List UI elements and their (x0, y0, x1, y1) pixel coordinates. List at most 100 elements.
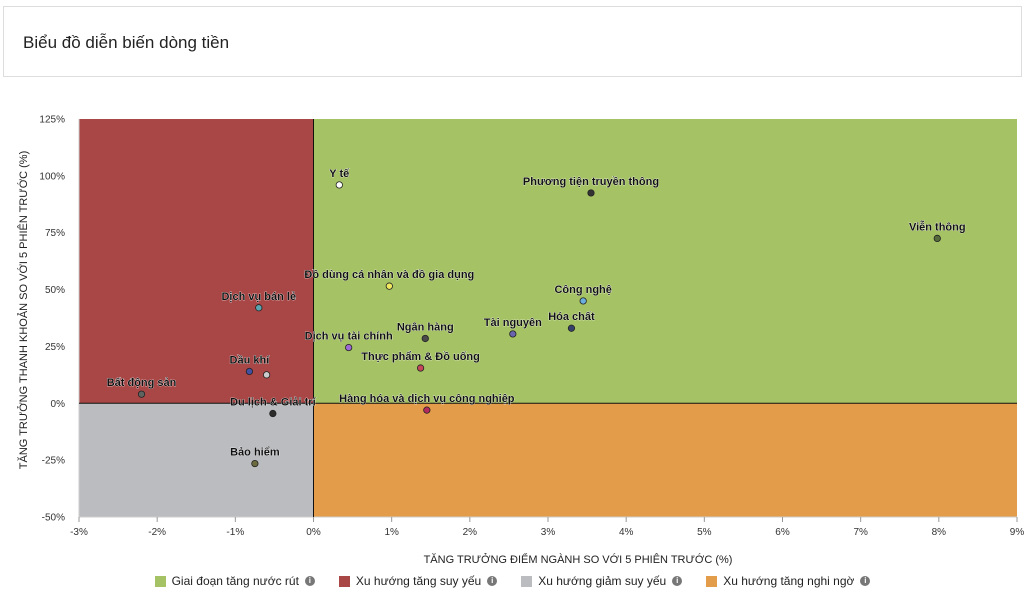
legend-item[interactable]: Xu hướng tăng suy yếu i (338, 574, 498, 588)
quadrant-0 (313, 119, 1017, 404)
data-point[interactable]: Dịch vụ bán lẻ (221, 290, 296, 312)
point-marker[interactable] (416, 364, 425, 372)
legend-label: Giai đoạn tăng nước rút (171, 574, 299, 588)
chart-legend: Giai đoạn tăng nước rút i Xu hướng tăng su… (0, 574, 1025, 588)
chart-title-panel: Biểu đồ diễn biến dòng tiền (3, 6, 1022, 77)
data-point[interactable]: Phương tiện truyền thông (523, 176, 659, 197)
data-point[interactable]: Viễn thông (909, 220, 966, 242)
quadrant-1 (79, 119, 314, 404)
point-label: Bảo hiểm (230, 447, 280, 459)
legend-swatch (338, 575, 350, 587)
data-point[interactable]: Du lịch & Giải trí (230, 396, 317, 418)
point-label: Thực phẩm & Đồ uống (361, 351, 480, 363)
x-tick-label: 7% (853, 527, 868, 538)
quadrant-2 (79, 403, 314, 517)
y-tick-label: -25% (42, 456, 65, 467)
legend-swatch (521, 575, 533, 587)
info-icon[interactable]: i (304, 576, 315, 586)
y-tick-label: 50% (45, 285, 65, 296)
legend-item[interactable]: Xu hướng giảm suy yếu i (521, 574, 683, 588)
info-icon[interactable]: i (672, 576, 683, 586)
legend-label: Xu hướng tăng nghi ngờ (723, 574, 855, 588)
point-label: Dầu khí (230, 354, 271, 366)
legend-swatch (154, 575, 166, 587)
point-label: Công nghệ (554, 284, 611, 296)
point-label: Viễn thông (909, 220, 966, 233)
point-marker[interactable] (245, 367, 254, 376)
point-marker[interactable] (345, 343, 353, 352)
point-marker[interactable] (262, 371, 271, 379)
point-label: Hàng hóa và dịch vụ công nghiệp (339, 393, 515, 405)
x-tick-label: -3% (70, 527, 88, 538)
data-point[interactable]: Ngân hàng (397, 321, 454, 343)
data-points: Y tế Phương tiện truyền thông Viễn thông Đồ… (106, 168, 966, 468)
y-tick-label: 75% (45, 228, 65, 239)
point-marker[interactable] (567, 324, 576, 332)
legend-swatch (706, 575, 718, 587)
info-icon[interactable]: i (487, 576, 498, 586)
x-tick-label: 3% (541, 527, 556, 538)
x-tick-label: 9% (1010, 527, 1025, 538)
legend-label: Xu hướng giảm suy yếu (538, 574, 667, 588)
data-point[interactable]: Công nghệ (554, 284, 612, 305)
data-point[interactable]: Dịch vụ tài chính (304, 330, 393, 352)
data-point[interactable]: Đồ dùng cá nhân và đồ gia dụng (304, 269, 475, 290)
x-axis-ticks: -3% -2% -1% 0% 1% 2% 3% 4% 5% 6% 7% 8% 9% (70, 517, 1024, 538)
point-label: Đồ dùng cá nhân và đồ gia dụng (304, 269, 474, 281)
point-label: Y tế (329, 168, 350, 180)
y-tick-label: 100% (39, 171, 65, 182)
y-axis-title: TĂNG TRƯỞNG THANH KHOẢN SO VỚI 5 PHIÊN T… (17, 151, 30, 469)
data-point[interactable]: Y tế (329, 168, 350, 189)
legend-item[interactable]: Giai đoạn tăng nước rút i (154, 574, 315, 588)
data-point[interactable]: Dầu khí (229, 354, 271, 376)
x-tick-label: -2% (148, 527, 166, 538)
y-axis-ticks: -50% -25% 0% 25% 50% 75% 100% 125% (39, 115, 65, 524)
point-marker[interactable] (137, 390, 146, 398)
data-point[interactable] (262, 371, 271, 379)
point-marker[interactable] (509, 330, 517, 338)
point-label: Dịch vụ tài chính (305, 331, 393, 343)
x-tick-label: 6% (775, 527, 790, 538)
info-icon[interactable]: i (860, 576, 871, 586)
point-label: Phương tiện truyền thông (523, 176, 659, 188)
page-title: Biểu đồ diễn biến dòng tiền (23, 33, 230, 52)
legend-item[interactable]: Xu hướng tăng nghi ngờ i (706, 574, 871, 588)
point-marker[interactable] (587, 189, 595, 197)
y-tick-label: 125% (39, 115, 65, 126)
x-tick-label: 1% (384, 527, 399, 538)
point-marker[interactable] (251, 459, 259, 468)
x-axis-title: TĂNG TRƯỞNG ĐIỂM NGÀNH SO VỚI 5 PHIÊN TR… (424, 553, 733, 566)
data-point[interactable]: Bất động sản (106, 377, 177, 398)
y-tick-label: 25% (45, 342, 65, 353)
x-tick-label: 5% (697, 527, 712, 538)
data-point[interactable]: Thực phẩm & Đồ uống (361, 351, 480, 372)
point-label: Hóa chất (548, 311, 595, 323)
quadrant-backgrounds (79, 119, 1017, 517)
point-label: Ngân hàng (397, 321, 454, 333)
point-marker[interactable] (335, 181, 343, 189)
x-tick-label: 0% (306, 527, 321, 538)
data-point[interactable]: Tài nguyên (483, 317, 542, 338)
x-tick-label: 2% (463, 527, 478, 538)
point-marker[interactable] (933, 234, 941, 242)
y-tick-label: -50% (42, 513, 65, 524)
point-marker[interactable] (421, 334, 429, 343)
point-marker[interactable] (269, 409, 277, 418)
y-tick-label: 0% (51, 399, 66, 410)
x-tick-label: 4% (619, 527, 634, 538)
point-marker[interactable] (385, 282, 393, 290)
point-marker[interactable] (579, 297, 587, 305)
legend-label: Xu hướng tăng suy yếu (355, 574, 482, 588)
x-tick-label: -1% (226, 527, 244, 538)
point-marker[interactable] (255, 304, 263, 312)
data-point[interactable]: Hóa chất (548, 311, 595, 332)
cashflow-scatter-chart: -3% -2% -1% 0% 1% 2% 3% 4% 5% 6% 7% 8% 9% -50% -25% 0%… (17, 115, 1024, 567)
point-label: Bất động sản (107, 377, 177, 389)
data-point[interactable]: Bảo hiểm (230, 446, 280, 468)
data-point[interactable]: Hàng hóa và dịch vụ công nghiệp (339, 393, 515, 414)
x-tick-label: 8% (932, 527, 947, 538)
point-label: Du lịch & Giải trí (230, 397, 317, 409)
quadrant-3 (313, 403, 1017, 517)
point-label: Dịch vụ bán lẻ (221, 291, 296, 303)
point-marker[interactable] (423, 406, 431, 414)
